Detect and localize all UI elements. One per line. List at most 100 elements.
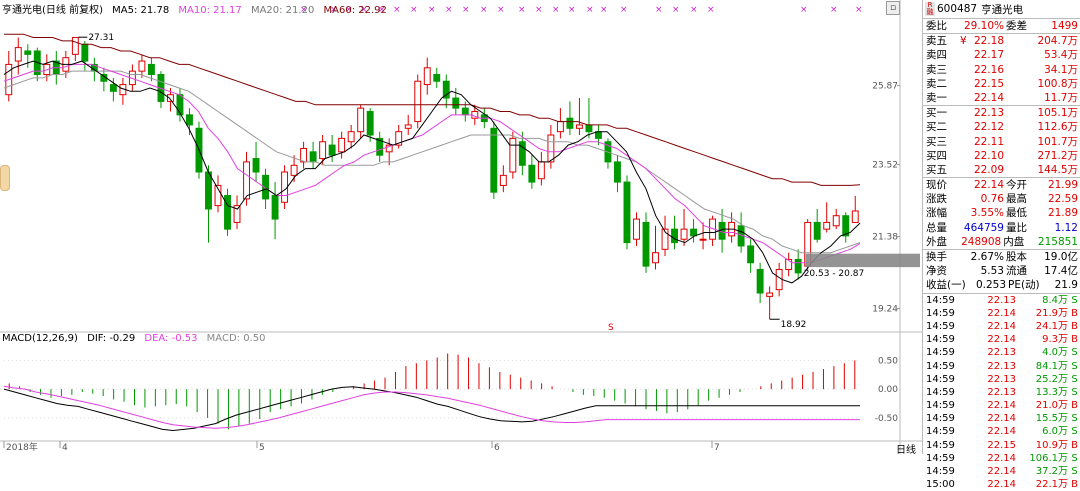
tick-row[interactable]: 14:59 22.14 6.0万 S	[923, 425, 1080, 438]
left-scroll-handle[interactable]	[0, 165, 10, 191]
tick-list[interactable]: 14:59 22.13 8.4万 S 14:59 22.14 21.9万 B 14:59 22.1…	[923, 294, 1080, 491]
candle-body	[14, 47, 22, 62]
quote-row: 外盘 248908 内盘 215851	[923, 235, 1080, 249]
buy-row[interactable]: 买三 22.11 101.7万	[923, 135, 1080, 149]
tick-row[interactable]: 14:59 22.14 24.1万 B	[923, 320, 1080, 333]
kline-chart-area[interactable]: 25.87 23.52 21.38 19.24 0.50 0.00 -0.50 2018年 4 5…	[0, 0, 922, 456]
candle-body	[404, 124, 412, 129]
tick-side: B	[1071, 320, 1078, 332]
signal-marker: S	[608, 323, 614, 333]
quote-row: 涨幅 3.55% 最低 21.89	[923, 206, 1080, 220]
tick-volume: 22.1万	[1035, 479, 1068, 491]
tick-row[interactable]: 14:59 22.13 8.4万 S	[923, 294, 1080, 307]
candle-body	[671, 228, 678, 244]
quote-label: 外盘	[926, 235, 947, 248]
kline-svg[interactable]: 25.87 23.52 21.38 19.24 0.50 0.00 -0.50 2018年 4 5…	[0, 0, 922, 454]
tick-volume: 37.2万	[1035, 466, 1068, 477]
gap-range-label: 20.53 - 20.87	[804, 269, 865, 279]
sell-row[interactable]: 卖四 22.17 53.4万	[923, 48, 1080, 62]
tick-row[interactable]: 14:59 22.13 25.2万 S	[923, 373, 1080, 386]
sell-row[interactable]: 卖一 22.14 11.7万	[923, 91, 1080, 105]
sell-row[interactable]: 卖三 22.16 34.1万	[923, 63, 1080, 77]
quote-label: 涨跌	[926, 193, 947, 206]
buy-row[interactable]: 买五 22.09 144.5万	[923, 163, 1080, 177]
tick-row[interactable]: 14:59 22.14 21.0万 B	[923, 399, 1080, 412]
event-marker: ×	[410, 5, 418, 15]
tick-row[interactable]: 14:59 22.13 13.3万 S	[923, 386, 1080, 399]
tick-volume: 10.9万	[1035, 439, 1068, 451]
fund-value2: 21.9	[1054, 279, 1078, 292]
tick-row[interactable]: 15:00 22.14 22.1万 B	[923, 478, 1080, 491]
fund-value2: 17.4亿	[1044, 265, 1078, 278]
quote-label: 总量	[926, 221, 947, 234]
sell-price: 22.16	[973, 63, 1004, 76]
candle-body	[319, 141, 327, 160]
sell-row[interactable]: 卖五 ¥22.18 204.7万	[923, 34, 1080, 48]
event-marker: ×	[480, 5, 488, 15]
buy-label: 买一	[926, 107, 947, 120]
tick-volume: 15.5万	[1035, 413, 1068, 425]
fund-value: 0.253	[975, 279, 1006, 292]
tick-row[interactable]: 14:59 22.14 15.5万 S	[923, 412, 1080, 425]
sell-orders: 卖五 ¥22.18 204.7万 卖四 22.17 53.4万 卖三 22.16 34.1万 卖二…	[923, 34, 1080, 107]
tick-volume: 13.3万	[1035, 386, 1068, 398]
buy-price: 22.09	[973, 163, 1004, 176]
restore-window-button[interactable]: ▫	[886, 1, 900, 15]
macd-value-legend: MACD: 0.50	[206, 333, 266, 344]
quote-label2: 内盘	[1003, 235, 1025, 248]
tick-side: S	[1071, 426, 1078, 438]
tick-row[interactable]: 14:59 22.13 4.0万 S	[923, 346, 1080, 359]
candle-body	[166, 94, 174, 102]
tick-volume: 84.1万	[1035, 360, 1068, 372]
candle-body	[594, 131, 602, 139]
event-marker: ×	[800, 5, 808, 15]
sell-label: 卖一	[926, 91, 947, 104]
ma60-legend: MA60: 22.92	[323, 5, 387, 16]
buy-row[interactable]: 买二 22.12 112.6万	[923, 120, 1080, 134]
tick-time: 14:59	[926, 386, 955, 398]
event-marker: ×	[497, 5, 505, 15]
candle-body	[452, 97, 460, 109]
fund-label2: 流通	[1006, 265, 1027, 278]
event-marker: ×	[330, 5, 338, 15]
price-tick-label: 21.38	[872, 233, 898, 243]
sell-label: 卖二	[926, 77, 947, 90]
buy-price: 22.13	[973, 107, 1004, 120]
sell-row[interactable]: 卖二 22.15 100.8万	[923, 77, 1080, 91]
tick-row[interactable]: 14:59 22.15 10.9万 B	[923, 439, 1080, 452]
quote-row: 总量 464759 量比 1.12	[923, 221, 1080, 235]
sell-volume: 53.4万	[1044, 49, 1078, 62]
candle-body	[642, 221, 650, 267]
event-marker: ×	[345, 5, 353, 15]
quote-row: 现价 22.14 今开 21.99	[923, 178, 1080, 192]
tick-row[interactable]: 14:59 22.13 84.1万 S	[923, 360, 1080, 373]
candle-body	[205, 171, 212, 210]
period-label[interactable]: 日线	[896, 445, 916, 456]
ma20-legend: MA20: 21.20	[250, 5, 315, 16]
tick-time: 14:59	[926, 413, 955, 425]
tick-row[interactable]: 14:59 22.14 9.3万 B	[923, 333, 1080, 346]
candle-body	[794, 258, 802, 274]
candle-body	[499, 174, 507, 186]
event-marker: ×	[428, 5, 436, 15]
candle-body	[661, 228, 669, 250]
candle-body	[766, 292, 774, 297]
ma20-line	[3, 70, 861, 254]
quote-value: 22.14	[973, 179, 1004, 192]
dea-legend: DEA: -0.53	[144, 333, 198, 344]
buy-row[interactable]: 买一 22.13 105.1万	[923, 106, 1080, 120]
buy-row[interactable]: 买四 22.10 271.2万	[923, 149, 1080, 163]
candle-body	[176, 94, 184, 116]
candle-body	[138, 60, 146, 72]
buy-label: 买二	[926, 121, 947, 134]
date-tick-label: 7	[714, 443, 720, 453]
tick-row[interactable]: 14:59 22.14 21.9万 B	[923, 307, 1080, 320]
macd-title: MACD(12,26,9)	[2, 333, 78, 344]
event-marker: ×	[535, 5, 543, 15]
tick-row[interactable]: 14:59 22.14 37.2万 S	[923, 465, 1080, 478]
stock-name: 亨通光电	[981, 3, 1024, 16]
tick-volume: 6.0万	[1042, 426, 1068, 438]
candle-body	[186, 114, 193, 126]
